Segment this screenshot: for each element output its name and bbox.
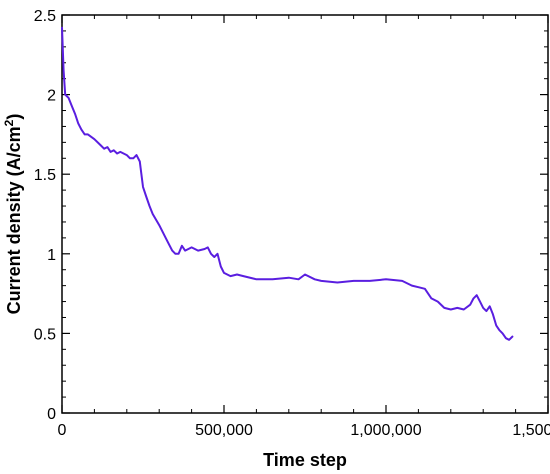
labels-layer: Time step Current density (A/cm2) — [2, 114, 347, 470]
axes: 0 500,000 1,000,000 1,500,000 0 0.5 1 1.5 2 2.5 — [34, 8, 550, 439]
series-line — [61, 26, 514, 341]
plot-frame — [61, 14, 549, 414]
y-axis-label-suffix: ) — [4, 114, 24, 120]
x-tick-label: 0 — [58, 422, 67, 439]
x-tick-label: 1,000,000 — [350, 422, 421, 439]
x-tick-label: 500,000 — [195, 422, 253, 439]
y-tick-label: 1.5 — [34, 167, 56, 184]
x-axis-label: Time step — [263, 450, 347, 470]
y-tick-label: 1 — [47, 247, 56, 264]
y-axis-label: Current density (A/cm2) — [2, 114, 24, 315]
y-tick-label: 2 — [47, 88, 56, 105]
series-layer — [61, 26, 514, 341]
x-tick-label: 1,500,000 — [512, 422, 550, 439]
y-tick-label: 0 — [47, 406, 56, 423]
y-tick-label: 2.5 — [34, 8, 56, 25]
y-tick-label: 0.5 — [34, 326, 56, 343]
y-axis-label-superscript: 2 — [2, 119, 16, 126]
y-axis-label-main: Current density (A/cm — [4, 126, 24, 314]
